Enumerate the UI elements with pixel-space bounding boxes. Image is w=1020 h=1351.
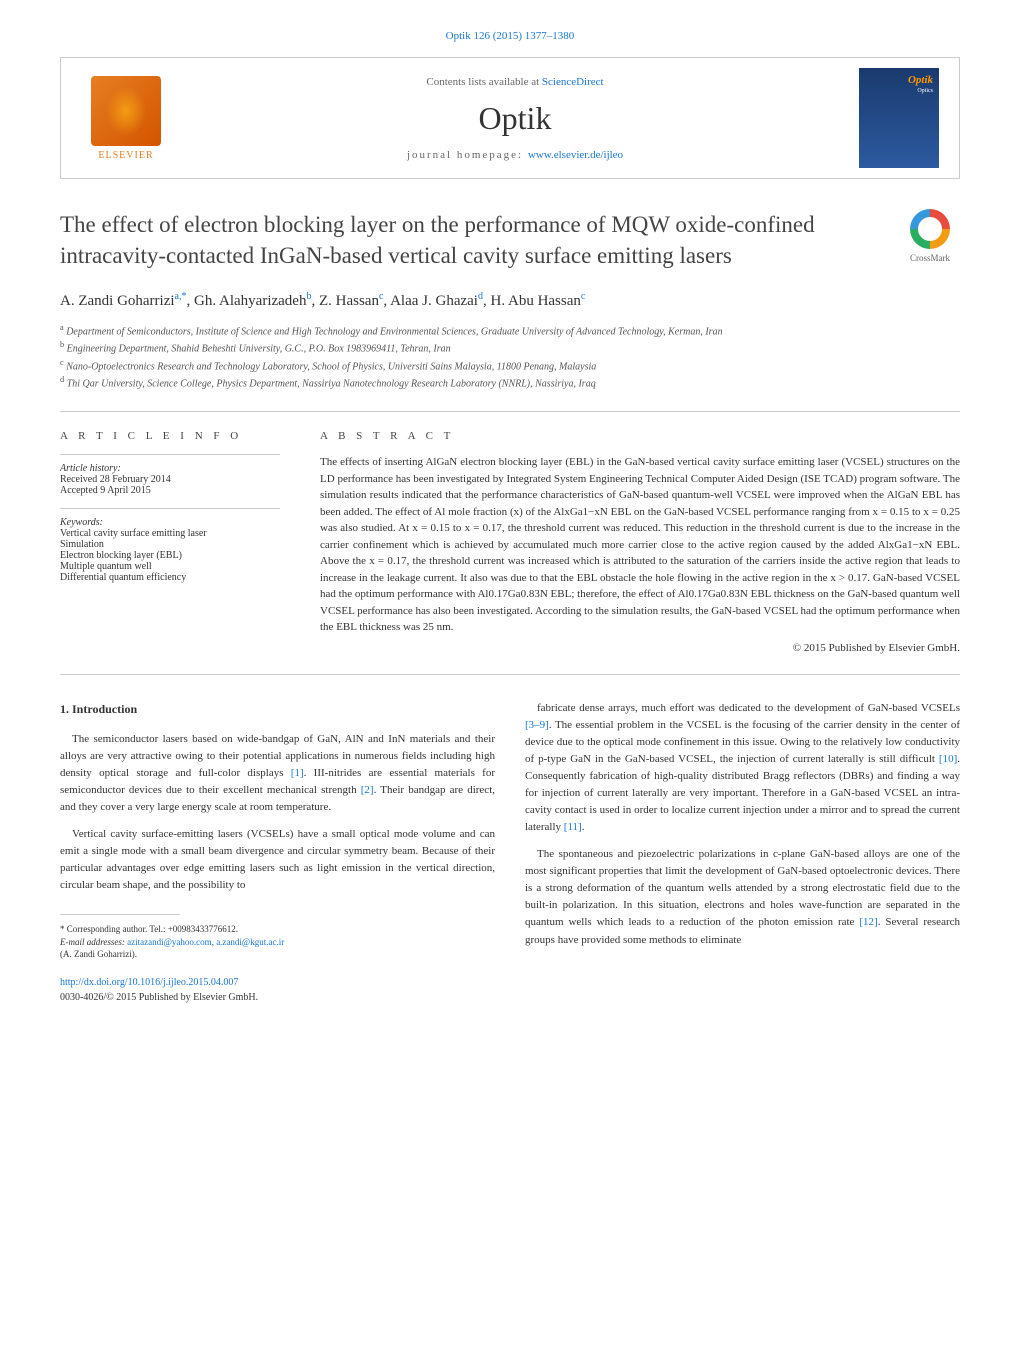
citation-header: Optik 126 (2015) 1377–1380 (60, 30, 960, 42)
email-label: E-mail addresses: (60, 937, 127, 947)
footnote-author: (A. Zandi Goharrizi). (60, 948, 495, 961)
footnote-separator (60, 914, 180, 915)
history-accepted: Accepted 9 April 2015 (60, 485, 280, 496)
article-title: The effect of electron blocking layer on… (60, 209, 900, 271)
history-heading: Article history: (60, 463, 280, 474)
citation-link[interactable]: Optik 126 (2015) 1377–1380 (446, 30, 575, 42)
doi-block: http://dx.doi.org/10.1016/j.ijleo.2015.0… (60, 975, 495, 1006)
divider-top (60, 411, 960, 412)
section-heading-intro: 1. Introduction (60, 700, 495, 719)
article-info-col: A R T I C L E I N F O Article history: R… (60, 430, 280, 654)
email-line: E-mail addresses: azitazandi@yahoo.com, … (60, 936, 495, 949)
keywords-block: Keywords: Vertical cavity surface emitti… (60, 508, 280, 583)
keywords-heading: Keywords: (60, 517, 280, 528)
abstract-col: A B S T R A C T The effects of inserting… (320, 430, 960, 654)
keyword-item: Simulation (60, 539, 280, 550)
abstract-copyright: © 2015 Published by Elsevier GmbH. (320, 642, 960, 654)
body-columns: 1. Introduction The semiconductor lasers… (60, 700, 960, 1006)
issn-line: 0030-4026/© 2015 Published by Elsevier G… (60, 992, 258, 1003)
keyword-item: Differential quantum efficiency (60, 572, 280, 583)
title-row: The effect of electron blocking layer on… (60, 209, 960, 271)
footnote-block: * Corresponding author. Tel.: +009834337… (60, 923, 495, 961)
journal-cover-block: Optik Optics (859, 68, 939, 168)
header-center: Contents lists available at ScienceDirec… (171, 76, 859, 161)
info-abstract-row: A R T I C L E I N F O Article history: R… (60, 430, 960, 654)
publisher-name: ELSEVIER (98, 150, 153, 161)
intro-p1: The semiconductor lasers based on wide-b… (60, 731, 495, 816)
abstract-text: The effects of inserting AlGaN electron … (320, 454, 960, 636)
crossmark-badge[interactable]: CrossMark (900, 209, 960, 263)
abstract-label: A B S T R A C T (320, 430, 960, 442)
body-col-left: 1. Introduction The semiconductor lasers… (60, 700, 495, 1006)
article-info-label: A R T I C L E I N F O (60, 430, 280, 442)
history-received: Received 28 February 2014 (60, 474, 280, 485)
divider-bottom (60, 674, 960, 675)
sciencedirect-link[interactable]: ScienceDirect (542, 76, 604, 88)
publisher-logo-block: ELSEVIER (81, 73, 171, 163)
journal-cover-image: Optik Optics (859, 68, 939, 168)
keyword-item: Electron blocking layer (EBL) (60, 550, 280, 561)
keyword-item: Multiple quantum well (60, 561, 280, 572)
crossmark-label: CrossMark (910, 253, 950, 263)
elsevier-tree-icon (91, 76, 161, 146)
corresponding-author: * Corresponding author. Tel.: +009834337… (60, 923, 495, 936)
authors-line: A. Zandi Goharrizia,*, Gh. Alahyarizadeh… (60, 291, 960, 310)
contents-text: Contents lists available at (426, 76, 541, 88)
affiliations-block: a Department of Semiconductors, Institut… (60, 322, 960, 391)
body-col-right: fabricate dense arrays, much effort was … (525, 700, 960, 1006)
crossmark-icon (910, 209, 950, 249)
right-p2: The spontaneous and piezoelectric polari… (525, 846, 960, 948)
cover-title: Optik (908, 74, 933, 86)
history-block: Article history: Received 28 February 20… (60, 454, 280, 496)
intro-p2: Vertical cavity surface-emitting lasers … (60, 826, 495, 894)
doi-link[interactable]: http://dx.doi.org/10.1016/j.ijleo.2015.0… (60, 977, 238, 988)
homepage-label: journal homepage: (407, 149, 528, 161)
right-p1: fabricate dense arrays, much effort was … (525, 700, 960, 836)
homepage-link[interactable]: www.elsevier.de/ijleo (528, 149, 623, 161)
journal-name: Optik (171, 100, 859, 137)
homepage-line: journal homepage: www.elsevier.de/ijleo (171, 149, 859, 161)
keyword-item: Vertical cavity surface emitting laser (60, 528, 280, 539)
journal-header-box: ELSEVIER Contents lists available at Sci… (60, 57, 960, 179)
cover-subtitle: Optics (917, 88, 933, 94)
email-link-2[interactable]: a.zandi@kgut.ac.ir (216, 937, 284, 947)
email-link-1[interactable]: azitazandi@yahoo.com (127, 937, 212, 947)
contents-available-line: Contents lists available at ScienceDirec… (171, 76, 859, 88)
